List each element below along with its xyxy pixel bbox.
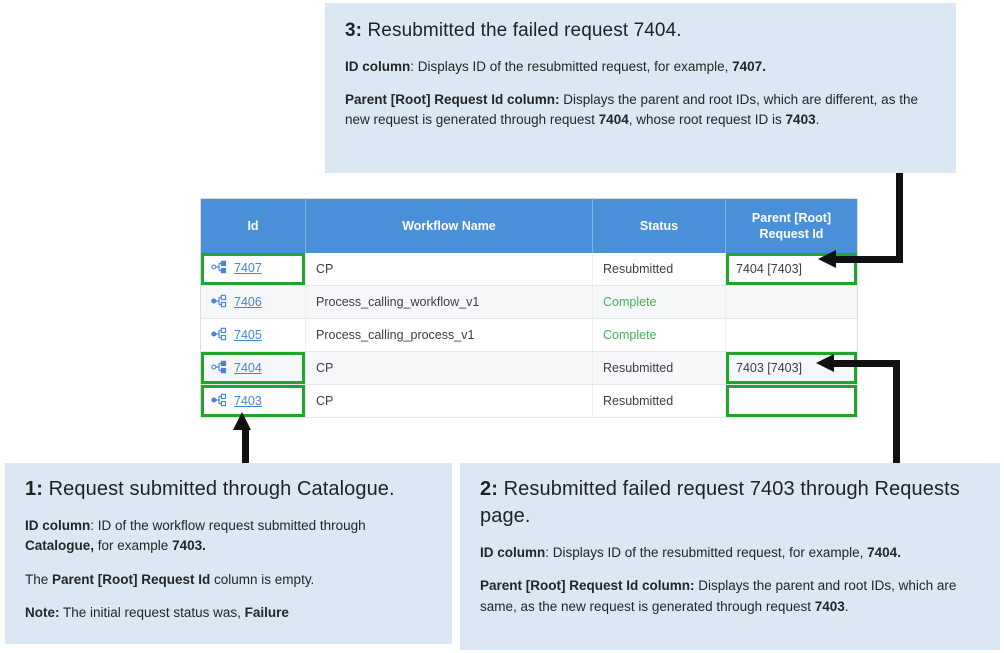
status-badge: Resubmitted — [603, 394, 674, 408]
request-id-link[interactable]: 7407 — [234, 261, 262, 276]
workflow-name-cell: Process_calling_workflow_v1 — [305, 285, 593, 319]
arrow-step3-vertical-line — [896, 173, 903, 262]
arrow-step2-head-icon — [816, 354, 834, 372]
workflow-name-cell: CP — [305, 351, 593, 385]
table-header-row: Id Workflow Name Status Parent [Root] Reque… — [200, 198, 858, 253]
request-id-link[interactable]: 7403 — [234, 393, 262, 408]
callout-step-3-title: 3: Resubmitted the failed request 7404. — [345, 20, 682, 41]
table-row: 7405 Process_calling_process_v1 Complete — [200, 318, 858, 352]
arrow-step3-horizontal-line — [834, 256, 903, 263]
parent-root-request-id-cell — [725, 285, 858, 319]
status-badge: Complete — [603, 295, 657, 309]
parent-root-request-id-cell: 7403 [7403] — [725, 351, 858, 385]
callout-step-3-parent-column-text: Parent [Root] Request Id column: Display… — [345, 91, 918, 128]
arrow-step1-vertical-line — [242, 429, 249, 463]
hierarchy-child-icon — [211, 294, 228, 311]
callout-step-1: 1: Request submitted through Catalogue. … — [5, 463, 452, 644]
column-header-parent-root-request-id[interactable]: Parent [Root] Request Id — [725, 198, 858, 253]
parent-root-request-id-cell — [725, 384, 858, 418]
status-cell: Resubmitted — [592, 351, 726, 385]
hierarchy-child-icon — [211, 393, 228, 410]
column-header-status[interactable]: Status — [592, 198, 726, 253]
workflow-name-cell: Process_calling_process_v1 — [305, 318, 593, 352]
callout-step-1-id-column-text: ID column: ID of the workflow request su… — [25, 518, 366, 554]
id-cell: 7404 — [200, 351, 306, 385]
parent-root-request-id-cell — [725, 318, 858, 352]
callout-step-1-parent-column-text: The Parent [Root] Request Id column is e… — [25, 571, 315, 587]
callout-step-3: 3: Resubmitted the failed request 7404. … — [325, 3, 956, 173]
status-cell: Complete — [592, 285, 726, 319]
table-row: 7403 CP Resubmitted — [200, 384, 858, 418]
hierarchy-child-icon — [211, 327, 228, 344]
workflow-name-cell: CP — [305, 384, 593, 418]
callout-step-2-parent-column-text: Parent [Root] Request Id column: Display… — [480, 578, 957, 614]
arrow-step2-vertical-line — [893, 366, 900, 463]
request-id-link[interactable]: 7406 — [234, 294, 262, 309]
table-row: 7406 Process_calling_workflow_v1 Complete — [200, 285, 858, 319]
arrow-step3-head-icon — [818, 250, 836, 268]
id-cell: 7407 — [200, 252, 306, 286]
hierarchy-resubmit-icon — [211, 260, 228, 277]
table-row: 7404 CP Resubmitted 7403 [7403] — [200, 351, 858, 385]
id-cell: 7403 — [200, 384, 306, 418]
hierarchy-resubmit-icon — [211, 360, 228, 377]
callout-step-2-title: 2: Resubmitted failed request 7403 throu… — [480, 478, 960, 527]
request-id-link[interactable]: 7405 — [234, 327, 262, 342]
column-header-id[interactable]: Id — [200, 198, 306, 253]
callout-step-3-id-column-text: ID column: Displays ID of the resubmitte… — [345, 58, 766, 74]
status-badge: Resubmitted — [603, 261, 674, 276]
status-badge: Resubmitted — [603, 361, 674, 375]
status-cell: Resubmitted — [592, 384, 726, 418]
callout-step-1-note-text: Note: The initial request status was, Fa… — [25, 604, 289, 620]
request-id-link[interactable]: 7404 — [234, 360, 262, 375]
status-badge: Complete — [603, 328, 657, 342]
table-row: 7407 CP Resubmitted 7404 [7403] — [200, 252, 858, 286]
status-cell: Resubmitted — [592, 252, 726, 286]
id-cell: 7406 — [200, 285, 306, 319]
callout-step-2-id-column-text: ID column: Displays ID of the resubmitte… — [480, 545, 901, 560]
id-cell: 7405 — [200, 318, 306, 352]
arrow-step1-head-icon — [233, 412, 251, 430]
status-cell: Complete — [592, 318, 726, 352]
requests-table: Id Workflow Name Status Parent [Root] Reque… — [200, 198, 858, 418]
callout-step-2: 2: Resubmitted failed request 7403 throu… — [460, 463, 1000, 650]
column-header-workflow-name[interactable]: Workflow Name — [305, 198, 593, 253]
workflow-name-cell: CP — [305, 252, 593, 286]
callout-step-1-title: 1: Request submitted through Catalogue. — [25, 478, 395, 500]
arrow-step2-horizontal-line — [832, 360, 900, 367]
requests-table-body: 7407 CP Resubmitted 7404 [7403] 7406 Process_… — [200, 252, 858, 418]
